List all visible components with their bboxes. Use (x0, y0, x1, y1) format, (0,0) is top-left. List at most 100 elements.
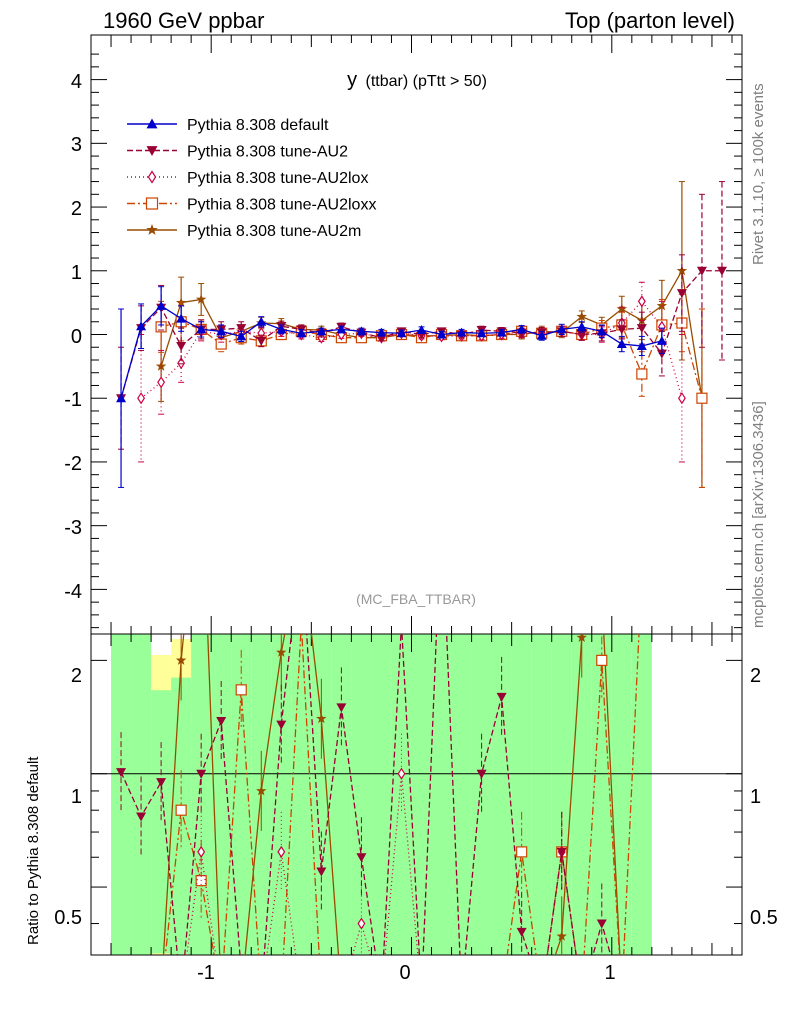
data-point-marker (716, 266, 727, 276)
ratio-band-green (531, 634, 552, 955)
data-point-marker (456, 327, 467, 337)
legend-label: Pythia 8.308 default (187, 117, 329, 134)
data-point-marker (616, 303, 628, 314)
data-point-marker (696, 266, 707, 276)
data-point-marker (676, 289, 687, 299)
header-left-title: 1960 GeV ppbar (103, 8, 264, 33)
ratio-band-green (551, 634, 572, 955)
data-point-marker (676, 265, 688, 276)
ratio-band-green (331, 634, 352, 955)
data-point-marker (356, 853, 367, 863)
data-point-marker (236, 331, 247, 341)
legend-entry: Pythia 8.308 tune-AU2lox (127, 170, 368, 187)
data-point-marker (175, 804, 187, 816)
data-point-marker (276, 324, 287, 334)
ratio-band-green (351, 634, 372, 955)
data-point-marker (196, 324, 207, 334)
side-label-rivet: Rivet 3.1.10, ≥ 100k events (750, 83, 767, 265)
data-point-marker (256, 336, 267, 346)
ratio-y-tick-label-right: 0.5 (750, 907, 778, 929)
data-point-marker (195, 293, 207, 304)
series-line (160, 321, 703, 399)
data-point-marker (576, 321, 587, 331)
data-point-marker (236, 324, 247, 334)
data-point-marker (147, 170, 157, 184)
data-point-marker (436, 329, 447, 339)
data-point-marker (616, 325, 627, 335)
data-point-marker (316, 867, 327, 877)
ratio-band-green (451, 634, 472, 955)
data-point-marker (596, 326, 607, 336)
data-point-marker (155, 360, 167, 371)
plot-title: y (ttbar) (pTtt > 50) (347, 69, 487, 91)
ratio-y-tick-label-right: 2 (750, 665, 761, 687)
series-line (160, 268, 703, 399)
series-line (140, 300, 683, 399)
plot-title-variable: y (347, 69, 357, 91)
data-point-marker (136, 812, 147, 822)
ratio-band-green (191, 634, 212, 955)
legend-label: Pythia 8.308 tune-AU2loxx (187, 197, 376, 214)
data-point-marker (176, 313, 187, 323)
legend-entry: Pythia 8.308 tune-AU2 (127, 144, 348, 161)
ratio-band-green (151, 690, 172, 954)
analysis-label: (MC_FBA_TTBAR) (356, 591, 476, 607)
ratio-band-green (431, 634, 452, 955)
data-point-marker (576, 311, 587, 322)
ratio-band-green (271, 634, 292, 955)
data-point-marker (146, 146, 158, 156)
data-point-marker (137, 392, 146, 405)
data-point-marker (396, 328, 407, 338)
data-point-marker (376, 327, 387, 337)
ratio-band-green (291, 634, 312, 955)
axis-ticks (90, 35, 742, 955)
data-point-marker (136, 321, 147, 331)
data-point-marker (256, 785, 267, 796)
data-point-marker (637, 295, 646, 308)
data-point-marker (336, 703, 347, 713)
legend: Pythia 8.308 default Pythia 8.308 tune-AU… (127, 117, 376, 240)
data-point-marker (656, 335, 667, 345)
data-point-marker (576, 634, 587, 642)
data-point-marker (146, 223, 158, 235)
data-point-marker (156, 778, 167, 788)
data-point-marker (496, 327, 507, 337)
ratio-series-layer (116, 634, 640, 955)
ratio-plot-frame (90, 633, 743, 956)
data-point-marker (316, 326, 327, 336)
ratio-band-green (631, 634, 652, 955)
data-point-marker (356, 326, 367, 336)
data-point-marker (216, 717, 227, 727)
data-point-marker (157, 376, 166, 389)
data-point-marker (636, 324, 647, 334)
data-point-marker (256, 316, 267, 326)
legend-label: Pythia 8.308 tune-AU2 (187, 144, 348, 161)
ratio-y-tick-label: 1 (71, 786, 82, 808)
data-point-marker (146, 118, 158, 129)
ratio-series-pythia-8-308-tune-au2m (162, 634, 621, 955)
data-point-marker (496, 692, 507, 702)
series-pythia-8-308-tune-au2 (116, 181, 727, 450)
x-tick-label: 1 (604, 962, 615, 984)
data-point-marker (516, 846, 528, 858)
data-point-marker (576, 330, 587, 340)
data-point-marker (145, 197, 159, 210)
y-tick-label: -2 (64, 453, 82, 475)
data-point-marker (175, 654, 187, 665)
main-series-layer (116, 181, 727, 488)
legend-label: Pythia 8.308 tune-AU2lox (187, 170, 368, 187)
ratio-y-axis-label: Ratio to Pythia 8.308 default (25, 756, 42, 945)
data-point-marker (276, 720, 287, 730)
data-point-marker (276, 646, 287, 657)
ratio-band-green (311, 634, 332, 955)
data-point-marker (116, 393, 127, 403)
data-point-marker (156, 300, 167, 310)
data-point-marker (556, 847, 567, 857)
legend-entry: Pythia 8.308 tune-AU2m (127, 223, 361, 240)
main-y-tick-labels: -4 -3 -2 -1 0 1 2 3 4 (64, 71, 82, 603)
ratio-series-line (120, 634, 612, 955)
header-right-title: Top (parton level) (565, 8, 735, 33)
data-point-marker (636, 368, 648, 380)
data-point-marker (196, 769, 207, 779)
